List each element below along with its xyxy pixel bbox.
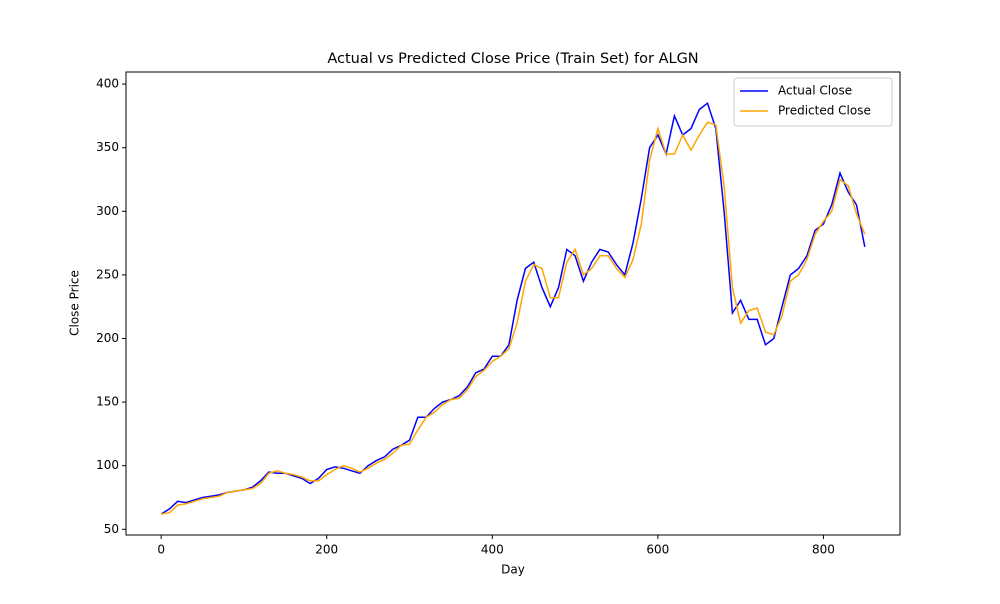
y-tick-label: 150 xyxy=(96,395,119,409)
chart-title: Actual vs Predicted Close Price (Train S… xyxy=(327,51,698,67)
y-tick-label: 50 xyxy=(104,522,119,536)
x-tick-label: 200 xyxy=(315,543,338,557)
x-tick-label: 600 xyxy=(646,543,669,557)
x-axis-label: Day xyxy=(501,563,525,577)
y-tick-label: 350 xyxy=(96,140,119,154)
y-axis-label: Close Price xyxy=(68,270,82,336)
x-tick-label: 800 xyxy=(812,543,835,557)
y-tick-label: 200 xyxy=(96,331,119,345)
legend-label: Actual Close xyxy=(778,84,852,98)
y-tick-label: 400 xyxy=(96,77,119,91)
y-tick-label: 300 xyxy=(96,204,119,218)
x-tick-label: 0 xyxy=(157,543,165,557)
plot-frame xyxy=(125,71,901,536)
legend-box xyxy=(733,77,893,127)
line-series xyxy=(161,121,866,515)
y-tick-label: 250 xyxy=(96,267,119,281)
legend-label: Predicted Close xyxy=(778,104,871,118)
line-series xyxy=(160,101,866,515)
y-tick-label: 100 xyxy=(96,458,119,472)
x-tick-label: 400 xyxy=(481,543,504,557)
legend: Actual Close Predicted Close xyxy=(733,77,893,127)
